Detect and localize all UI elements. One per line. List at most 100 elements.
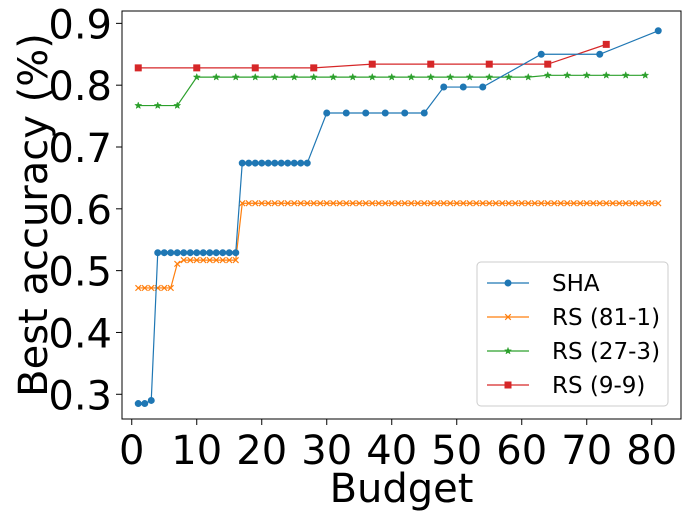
- data-point: [245, 159, 253, 167]
- data-point: [485, 72, 494, 81]
- tick-layer: 0 10 20 30 40 50 60 70 80 0.3 0.4 0.5 0.6 0.7 0.8 0.9: [48, 2, 677, 474]
- data-point: [167, 249, 175, 257]
- data-point: [427, 200, 434, 207]
- y-tick-label: 0.9: [48, 2, 112, 48]
- data-point: [304, 200, 311, 207]
- data-point: [212, 72, 221, 81]
- x-tick-label: 10: [171, 428, 222, 474]
- legend: SHA RS (81-1) RS (27-3) RS (9-9): [476, 261, 669, 407]
- data-point: [616, 200, 623, 207]
- series-layer: [134, 27, 662, 408]
- data-point: [258, 159, 266, 167]
- data-point: [635, 200, 642, 207]
- data-point: [609, 200, 616, 207]
- data-point: [284, 159, 292, 167]
- x-tick-label: 40: [366, 428, 417, 474]
- data-point: [518, 200, 525, 207]
- data-point: [414, 200, 421, 207]
- data-point: [200, 256, 207, 264]
- data-point: [395, 200, 402, 207]
- data-point: [479, 83, 487, 91]
- data-point: [387, 72, 396, 81]
- data-point: [583, 200, 590, 207]
- data-point: [141, 284, 148, 292]
- data-point: [271, 159, 279, 167]
- data-point: [290, 159, 298, 167]
- data-point: [473, 200, 480, 207]
- data-point: [251, 72, 260, 81]
- data-point: [193, 64, 201, 72]
- data-point: [465, 72, 474, 81]
- data-point: [212, 249, 220, 257]
- legend-entry: RS (9-9): [487, 373, 645, 399]
- data-point: [375, 200, 382, 207]
- data-point: [577, 200, 584, 207]
- data-point: [362, 109, 370, 117]
- data-point: [459, 83, 467, 91]
- data-point: [590, 200, 597, 207]
- data-point: [642, 200, 649, 207]
- data-point: [648, 200, 655, 207]
- data-point: [192, 72, 201, 81]
- data-point: [388, 200, 395, 207]
- data-point: [251, 159, 259, 167]
- y-tick-label: 0.5: [48, 250, 112, 296]
- data-point: [213, 256, 220, 264]
- data-point: [290, 72, 299, 81]
- y-tick-label: 0.7: [48, 126, 112, 172]
- legend-label: RS (9-9): [552, 373, 645, 399]
- data-point: [134, 400, 142, 408]
- data-point: [226, 256, 233, 264]
- data-point: [551, 200, 558, 207]
- legend-marker: [504, 279, 512, 287]
- data-point: [420, 109, 428, 117]
- y-axis-title: Best accuracy (%): [11, 33, 57, 397]
- data-point: [232, 249, 240, 257]
- data-point: [154, 249, 162, 257]
- data-point: [219, 256, 226, 264]
- data-point: [284, 200, 291, 207]
- data-point: [544, 60, 552, 68]
- data-point: [252, 200, 259, 207]
- data-point: [309, 72, 318, 81]
- data-point: [453, 200, 460, 207]
- data-point: [291, 200, 298, 207]
- data-point: [401, 200, 408, 207]
- data-point: [382, 200, 389, 207]
- x-tick-label: 70: [561, 428, 612, 474]
- legend-label: SHA: [552, 271, 600, 297]
- data-point: [199, 249, 207, 257]
- legend-marker: [504, 381, 512, 389]
- data-point: [348, 72, 357, 81]
- data-point: [336, 200, 343, 207]
- data-point: [317, 200, 324, 207]
- data-point: [271, 200, 278, 207]
- data-point: [160, 249, 168, 257]
- data-point: [557, 200, 564, 207]
- series-rs-81-1: [135, 200, 662, 292]
- data-point: [180, 249, 188, 257]
- data-point: [499, 200, 506, 207]
- x-tick-label: 50: [431, 428, 482, 474]
- series-sha: [134, 27, 662, 408]
- data-point: [440, 200, 447, 207]
- data-point: [486, 200, 493, 207]
- data-point: [629, 200, 636, 207]
- data-point: [543, 70, 552, 79]
- data-point: [596, 50, 604, 58]
- data-point: [238, 159, 246, 167]
- data-point: [596, 200, 603, 207]
- data-point: [153, 101, 162, 110]
- data-point: [193, 256, 200, 264]
- data-point: [251, 64, 259, 72]
- data-point: [492, 200, 499, 207]
- data-point: [641, 70, 650, 79]
- data-point: [270, 72, 279, 81]
- data-point: [426, 72, 435, 81]
- legend-entry: RS (27-3): [487, 339, 660, 365]
- data-point: [368, 60, 376, 68]
- y-tick-label: 0.4: [48, 311, 112, 357]
- x-axis-title: Budget: [330, 466, 474, 512]
- data-point: [134, 101, 143, 110]
- data-point: [239, 200, 246, 207]
